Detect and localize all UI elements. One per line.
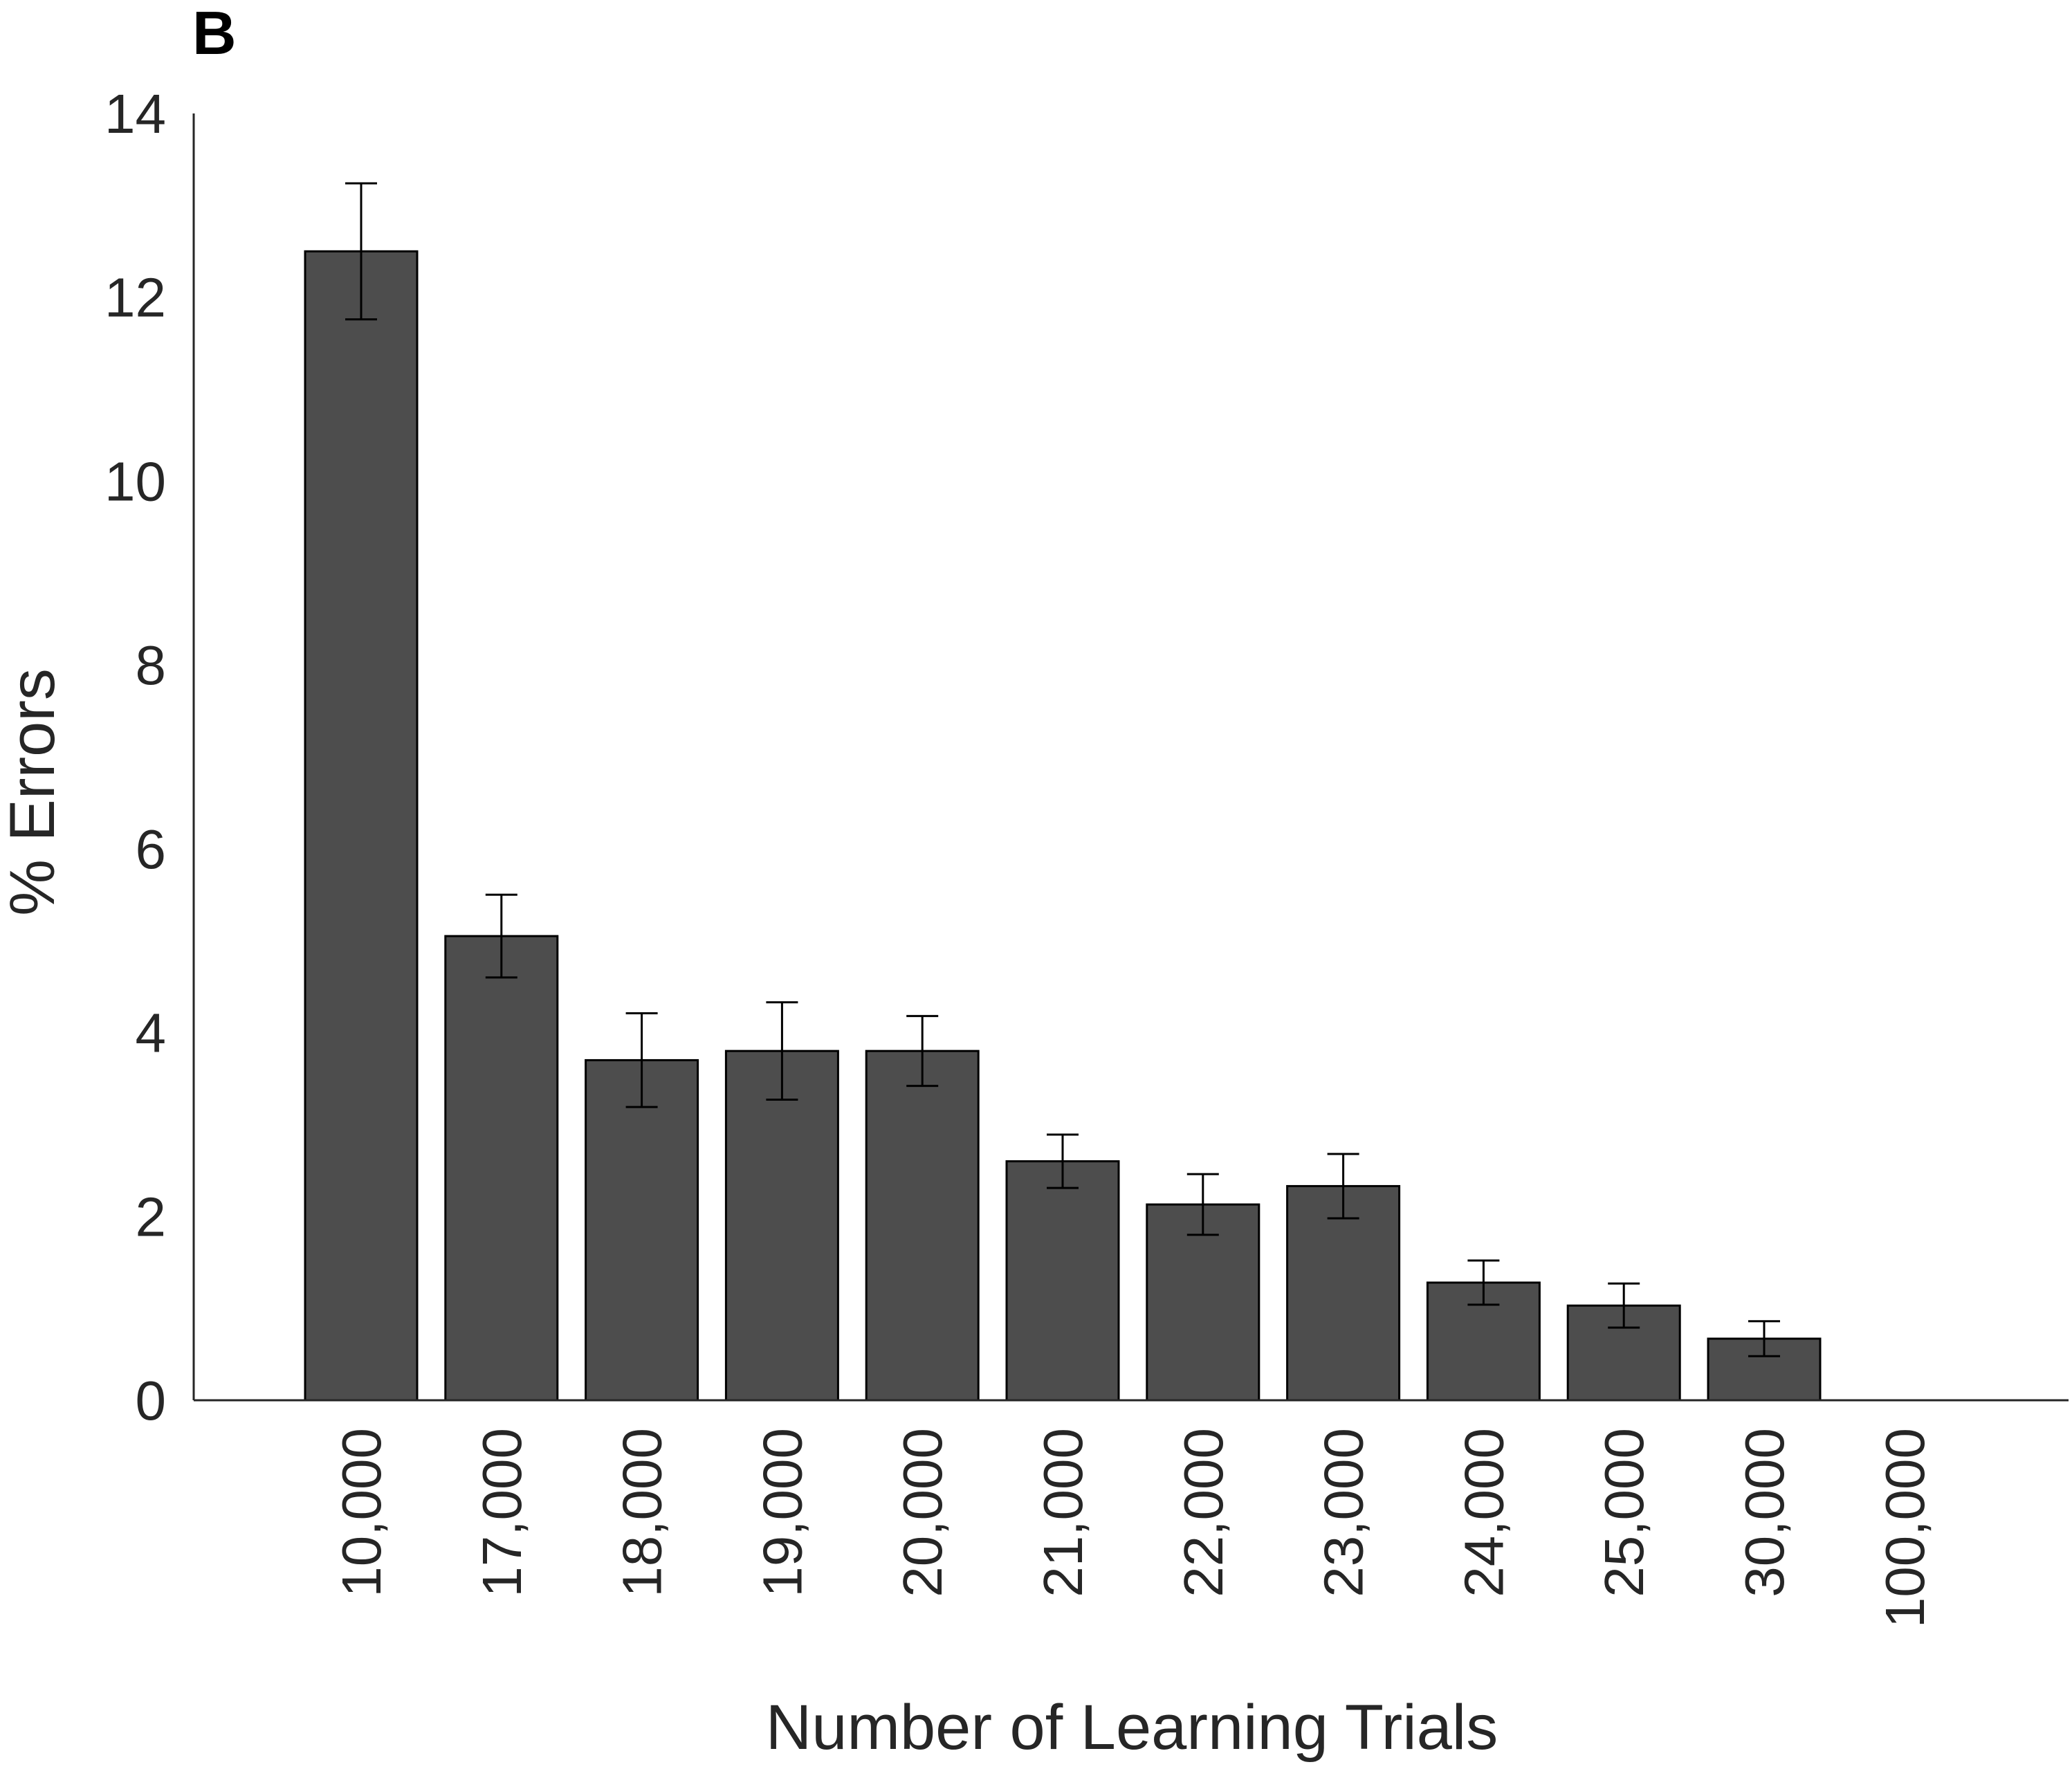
y-tick-label: 8 [136,634,167,696]
bar [585,1058,699,1402]
x-tick-labels: 10,000 17,000 18,000 19,000 20,000 21,000 22,0… [331,1428,1936,1628]
error-bar [1327,1153,1359,1220]
x-tick-label: 25,000 [1593,1428,1655,1597]
panel-label: B [192,0,237,67]
error-bar [625,1012,658,1108]
x-tick-label: 30,000 [1734,1428,1795,1597]
y-axis-label: % Errors [0,668,68,916]
bar [1566,1304,1681,1402]
bar [865,1050,980,1402]
bar [1286,1184,1401,1402]
error-bar [1047,1133,1079,1189]
error-bar [906,1015,939,1088]
error-bar [766,1001,798,1101]
x-tick-label: 22,000 [1173,1428,1234,1597]
y-tick-labels: 0 2 4 6 8 10 12 14 [104,83,166,1431]
error-bar [485,893,517,979]
error-bar [1186,1173,1219,1236]
x-tick-label: 19,000 [751,1428,813,1597]
x-tick-label: 18,000 [612,1428,673,1597]
x-tick-label: 23,000 [1313,1428,1375,1597]
x-axis-label: Number of Learning Trials [766,1692,1498,1763]
error-bar [1467,1259,1500,1306]
bar [724,1050,839,1402]
y-tick-label: 0 [136,1370,167,1431]
error-bar [1608,1282,1640,1329]
y-tick-label: 14 [104,83,166,145]
y-tick-label: 6 [136,818,167,880]
bars [304,250,1822,1402]
x-tick-label: 24,000 [1453,1428,1514,1597]
error-bar [345,182,377,321]
y-tick-label: 12 [104,267,166,329]
x-tick-label: 10,000 [331,1428,392,1597]
bar [1005,1160,1120,1402]
x-tick-label: 21,000 [1032,1428,1094,1597]
x-tick-label: 100,000 [1874,1428,1936,1628]
bar [1146,1203,1260,1402]
x-tick-label: 20,000 [892,1428,953,1597]
y-tick-label: 2 [136,1186,167,1247]
x-tick-label: 17,000 [471,1428,533,1597]
error-bars [345,182,1780,1357]
bar [444,935,559,1402]
y-tick-label: 10 [104,450,166,512]
y-tick-label: 4 [136,1002,167,1064]
error-bar [1748,1320,1780,1357]
bar [304,250,419,1402]
